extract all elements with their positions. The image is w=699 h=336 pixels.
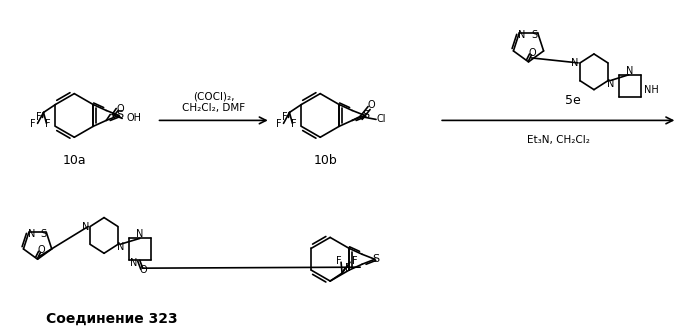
Text: S: S (117, 111, 124, 120)
Text: N: N (571, 58, 579, 68)
Text: NH: NH (644, 85, 658, 95)
Text: F: F (36, 113, 41, 122)
Text: F: F (45, 119, 51, 129)
Text: N: N (130, 258, 138, 268)
Text: F: F (282, 113, 287, 122)
Text: S: S (373, 254, 380, 264)
Text: O: O (38, 245, 45, 255)
Text: N: N (136, 229, 143, 240)
Text: F: F (345, 263, 351, 273)
Text: O: O (367, 99, 375, 110)
Text: N: N (82, 221, 89, 232)
Text: F: F (291, 119, 297, 129)
Text: F: F (276, 119, 282, 129)
Text: N: N (626, 66, 633, 76)
Text: N: N (117, 242, 124, 252)
Text: N: N (607, 79, 614, 89)
Text: O: O (140, 265, 147, 275)
Text: F: F (352, 256, 358, 266)
Text: S: S (41, 229, 46, 239)
Text: N: N (519, 30, 526, 40)
Text: Соединение 323: Соединение 323 (46, 312, 178, 326)
Text: S: S (362, 111, 370, 120)
Text: N: N (28, 229, 36, 239)
Text: Cl: Cl (376, 114, 386, 124)
Text: F: F (30, 119, 36, 129)
Text: 5e: 5e (565, 94, 581, 107)
Text: Et₃N, CH₂Cl₂: Et₃N, CH₂Cl₂ (527, 135, 590, 145)
Text: F: F (336, 256, 342, 266)
Text: OH: OH (126, 114, 141, 123)
Text: (COCl)₂,
CH₂Cl₂, DMF: (COCl)₂, CH₂Cl₂, DMF (182, 92, 245, 113)
Text: S: S (532, 30, 538, 40)
Text: O: O (528, 48, 536, 58)
Text: O: O (116, 104, 124, 115)
Text: 10a: 10a (62, 154, 86, 167)
Text: 10b: 10b (313, 154, 337, 167)
